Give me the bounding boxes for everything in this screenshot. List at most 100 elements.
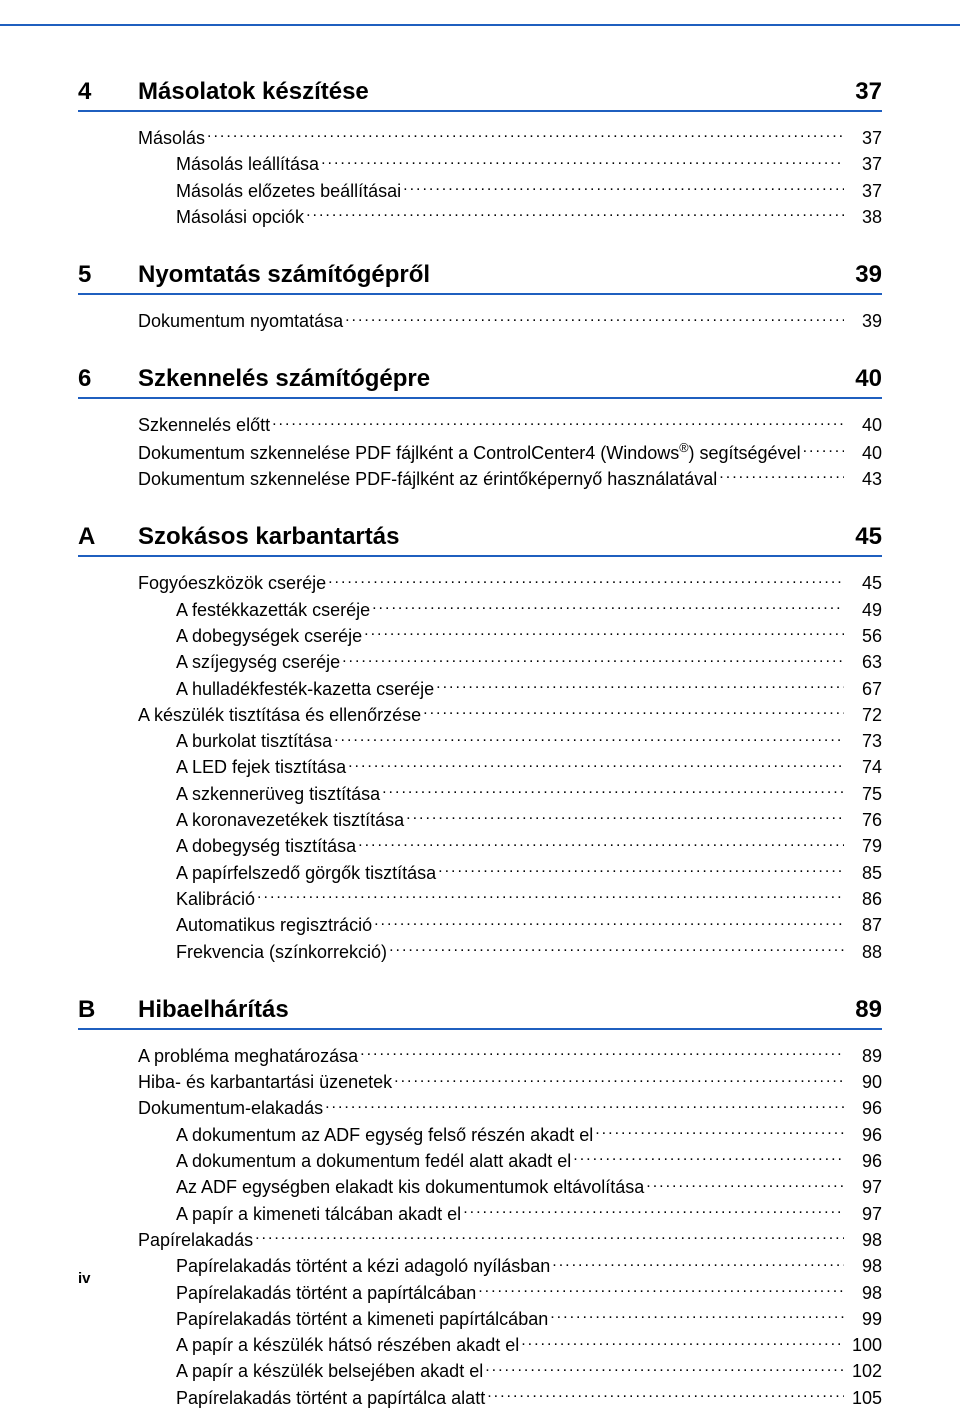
leader-dots — [550, 1307, 844, 1325]
toc-entry[interactable]: A festékkazetták cseréje49 — [138, 598, 882, 622]
toc-entry[interactable]: Dokumentum-elakadás96 — [138, 1096, 882, 1120]
toc-entry[interactable]: A dokumentum a dokumentum fedél alatt ak… — [138, 1149, 882, 1173]
leader-dots — [719, 467, 844, 485]
toc-entry[interactable]: A szíjegység cseréje63 — [138, 650, 882, 674]
leader-dots — [348, 755, 844, 773]
leader-dots — [255, 1228, 844, 1246]
section-title: Nyomtatás számítógépről — [138, 261, 855, 289]
toc-entry-page: 96 — [846, 1096, 882, 1120]
toc-entry[interactable]: Papírelakadás történt a kézi adagoló nyí… — [138, 1254, 882, 1278]
toc-entry[interactable]: Dokumentum szkennelése PDF fájlként a Co… — [138, 440, 882, 465]
toc-entry[interactable]: Másolási opciók38 — [138, 205, 882, 229]
toc-entry-page: 88 — [846, 940, 882, 964]
toc-entry[interactable]: Automatikus regisztráció87 — [138, 913, 882, 937]
leader-dots — [436, 677, 844, 695]
toc-entry[interactable]: Dokumentum szkennelése PDF-fájlként az é… — [138, 467, 882, 491]
toc-entry[interactable]: A dobegység tisztítása79 — [138, 834, 882, 858]
toc-entry-page: 73 — [846, 729, 882, 753]
toc-list: A probléma meghatározása89Hiba- és karba… — [138, 1044, 882, 1410]
leader-dots — [595, 1123, 844, 1141]
toc-entry[interactable]: A papír a készülék belsejében akadt el10… — [138, 1359, 882, 1383]
toc-entry[interactable]: A burkolat tisztítása 73 — [138, 729, 882, 753]
section-number: A — [78, 523, 138, 551]
toc-entry-label: Dokumentum nyomtatása — [138, 309, 343, 333]
section-page: 89 — [855, 996, 882, 1024]
toc-entry-label: A szíjegység cseréje — [176, 650, 340, 674]
toc-entry-label: Dokumentum szkennelése PDF-fájlként az é… — [138, 467, 717, 491]
toc-entry-label: A dobegységek cseréje — [176, 624, 362, 648]
section-header[interactable]: ASzokásos karbantartás45 — [78, 523, 882, 557]
toc-entry[interactable]: Fogyóeszközök cseréje45 — [138, 571, 882, 595]
leader-dots — [360, 1044, 844, 1062]
toc-entry[interactable]: Papírelakadás történt a papírtálca alatt… — [138, 1386, 882, 1410]
toc-entry[interactable]: Másolás leállítása37 — [138, 152, 882, 176]
toc-entry-page: 97 — [846, 1202, 882, 1226]
toc-entry[interactable]: A dobegységek cseréje56 — [138, 624, 882, 648]
toc-entry-label: A burkolat tisztítása — [176, 729, 332, 753]
toc-entry-page: 38 — [846, 205, 882, 229]
toc-entry[interactable]: A készülék tisztítása és ellenőrzése72 — [138, 703, 882, 727]
toc-entry[interactable]: Másolás előzetes beállításai37 — [138, 179, 882, 203]
leader-dots — [306, 205, 844, 223]
leader-dots — [485, 1359, 844, 1377]
toc-entry[interactable]: A papír a készülék hátsó részében akadt … — [138, 1333, 882, 1357]
toc-entry-label: Papírelakadás történt a kimeneti papírtá… — [176, 1307, 548, 1331]
leader-dots — [374, 913, 844, 931]
leader-dots — [345, 309, 844, 327]
section-number: B — [78, 996, 138, 1024]
toc-entry[interactable]: Frekvencia (színkorrekció)88 — [138, 940, 882, 964]
toc-entry-page: 37 — [846, 179, 882, 203]
toc-entry-page: 87 — [846, 913, 882, 937]
leader-dots — [257, 887, 844, 905]
section-header[interactable]: BHibaelhárítás89 — [78, 996, 882, 1030]
leader-dots — [272, 413, 844, 431]
toc-entry-label: Papírelakadás történt a papírtálca alatt — [176, 1386, 485, 1410]
toc-entry[interactable]: A papírfelszedő görgők tisztítása85 — [138, 861, 882, 885]
toc-entry[interactable]: Papírelakadás történt a kimeneti papírtá… — [138, 1307, 882, 1331]
toc-entry[interactable]: Hiba- és karbantartási üzenetek90 — [138, 1070, 882, 1094]
toc-entry-label: Hiba- és karbantartási üzenetek — [138, 1070, 392, 1094]
toc-entry[interactable]: Szkennelés előtt40 — [138, 413, 882, 437]
leader-dots — [382, 782, 844, 800]
leader-dots — [389, 940, 844, 958]
toc-entry[interactable]: A hulladékfesték-kazetta cseréje67 — [138, 677, 882, 701]
toc-entry[interactable]: A szkennerüveg tisztítása75 — [138, 782, 882, 806]
toc-entry[interactable]: A dokumentum az ADF egység felső részén … — [138, 1123, 882, 1147]
leader-dots — [803, 441, 844, 459]
section-header[interactable]: 5Nyomtatás számítógépről39 — [78, 261, 882, 295]
leader-dots — [521, 1333, 844, 1351]
leader-dots — [342, 650, 844, 668]
toc-entry-label: Másolás — [138, 126, 205, 150]
leader-dots — [438, 861, 844, 879]
toc-list: Fogyóeszközök cseréje45 A festékkazetták … — [138, 571, 882, 963]
leader-dots — [328, 571, 844, 589]
toc-entry-page: 49 — [846, 598, 882, 622]
toc-entry-label: Fogyóeszközök cseréje — [138, 571, 326, 595]
toc-entry-page: 67 — [846, 677, 882, 701]
section-header[interactable]: 6Szkennelés számítógépre40 — [78, 365, 882, 399]
toc-entry-page: 40 — [846, 413, 882, 437]
toc-entry[interactable]: Másolás 37 — [138, 126, 882, 150]
toc-entry-label: A dobegység tisztítása — [176, 834, 356, 858]
toc-entry[interactable]: A papír a kimeneti tálcában akadt el 97 — [138, 1202, 882, 1226]
toc-entry-page: 37 — [846, 126, 882, 150]
leader-dots — [646, 1175, 844, 1193]
toc-entry[interactable]: A LED fejek tisztítása74 — [138, 755, 882, 779]
section-number: 5 — [78, 261, 138, 289]
toc-entry[interactable]: Az ADF egységben elakadt kis dokumentumo… — [138, 1175, 882, 1199]
section-page: 39 — [855, 261, 882, 289]
toc-entry-page: 39 — [846, 309, 882, 333]
toc-entry-page: 76 — [846, 808, 882, 832]
toc-entry[interactable]: Kalibráció86 — [138, 887, 882, 911]
toc-entry[interactable]: Papírelakadás 98 — [138, 1228, 882, 1252]
toc-entry-label: Papírelakadás — [138, 1228, 253, 1252]
toc-entry[interactable]: Papírelakadás történt a papírtálcában98 — [138, 1281, 882, 1305]
toc-entry-page: 98 — [846, 1228, 882, 1252]
toc-entry[interactable]: A probléma meghatározása89 — [138, 1044, 882, 1068]
toc-entry[interactable]: A koronavezetékek tisztítása76 — [138, 808, 882, 832]
toc-entry[interactable]: Dokumentum nyomtatása 39 — [138, 309, 882, 333]
section-number: 6 — [78, 365, 138, 393]
toc-entry-label: A papír a kimeneti tálcában akadt el — [176, 1202, 461, 1226]
section-header[interactable]: 4Másolatok készítése37 — [78, 78, 882, 112]
toc-entry-page: 99 — [846, 1307, 882, 1331]
